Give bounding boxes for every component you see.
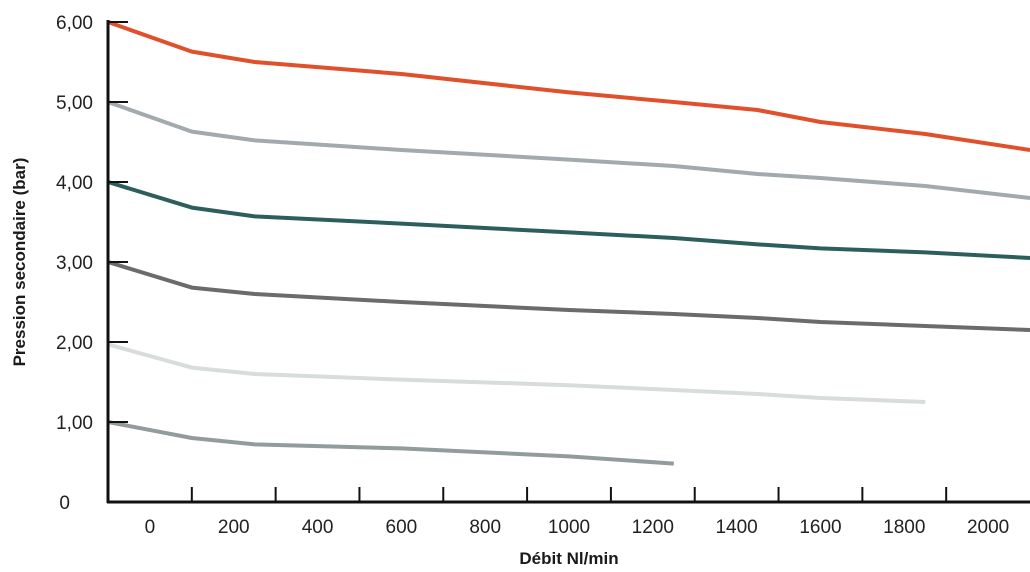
y-tick-label: 2,00 (56, 333, 93, 354)
y-tick-label: 1,00 (56, 413, 93, 434)
series-line-6 (107, 420, 674, 466)
x-tick-label: 400 (302, 517, 334, 538)
y-tick-label: 0 (59, 493, 70, 514)
y-tick-label: 4,00 (56, 173, 93, 194)
x-tick-label: 600 (386, 517, 418, 538)
x-tick-label: 1600 (799, 517, 841, 538)
series-line-5 (107, 342, 926, 404)
y-axis-ticks: 0 1,00 2,00 3,00 4,00 5,00 6,00 (56, 13, 128, 514)
x-tick-label: 2000 (967, 517, 1009, 538)
x-tick-label: 1400 (715, 517, 757, 538)
y-tick-label: 6,00 (56, 13, 93, 34)
series-line-4 (107, 260, 1030, 332)
series-line-2 (107, 100, 1030, 200)
x-axis-title: Débit Nl/min (519, 549, 618, 568)
x-tick-label: 1800 (883, 517, 925, 538)
y-axis-title: Pression secondaire (bar) (10, 158, 29, 367)
series-line-1 (107, 20, 1030, 152)
x-tick-label: 1200 (632, 517, 674, 538)
x-tick-label: 800 (469, 517, 501, 538)
y-tick-label: 5,00 (56, 93, 93, 114)
x-axis-ticks: 0 200 400 600 800 1000 1200 1400 1600 1800 2000 (107, 487, 1009, 538)
series-layer (107, 20, 1030, 466)
x-tick-label: 200 (218, 517, 250, 538)
series-line-3 (107, 180, 1030, 260)
x-tick-label: 1000 (548, 517, 590, 538)
y-tick-label: 3,00 (56, 253, 93, 274)
x-tick-label: 0 (145, 517, 156, 538)
